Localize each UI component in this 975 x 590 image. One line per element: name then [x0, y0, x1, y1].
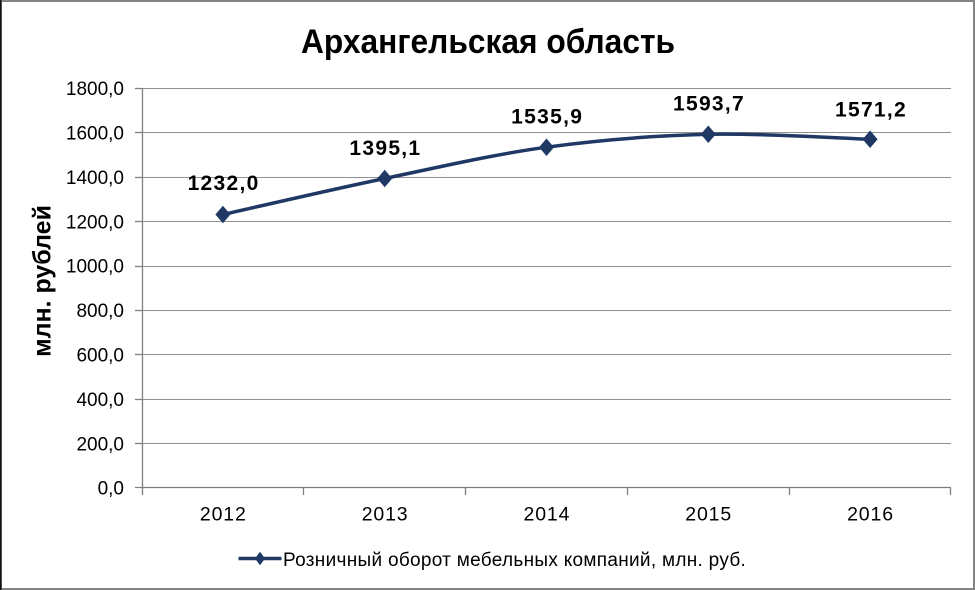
svg-text:2013: 2013 — [362, 503, 409, 525]
svg-text:1395,1: 1395,1 — [349, 137, 421, 160]
svg-text:1600,0: 1600,0 — [66, 124, 124, 145]
svg-text:млн. рублей: млн. рублей — [29, 205, 57, 357]
svg-text:0,0: 0,0 — [98, 479, 124, 500]
svg-text:1400,0: 1400,0 — [66, 168, 124, 189]
svg-text:1232,0: 1232,0 — [188, 172, 260, 195]
svg-text:1800,0: 1800,0 — [66, 79, 124, 100]
svg-text:1535,9: 1535,9 — [511, 106, 583, 129]
svg-text:800,0: 800,0 — [76, 301, 124, 322]
svg-text:600,0: 600,0 — [76, 346, 124, 367]
svg-text:2016: 2016 — [847, 503, 894, 525]
svg-text:2015: 2015 — [685, 503, 732, 525]
svg-text:Розничный оборот мебельных ком: Розничный оборот мебельных компаний, млн… — [283, 550, 746, 571]
svg-text:Архангельская область: Архангельская область — [301, 23, 675, 61]
svg-text:1571,2: 1571,2 — [835, 98, 907, 121]
svg-text:2014: 2014 — [524, 503, 571, 525]
svg-text:1593,7: 1593,7 — [673, 93, 745, 116]
svg-text:2012: 2012 — [200, 503, 247, 525]
svg-text:1000,0: 1000,0 — [66, 257, 124, 278]
svg-text:1200,0: 1200,0 — [66, 212, 124, 233]
svg-text:200,0: 200,0 — [76, 434, 124, 455]
svg-text:400,0: 400,0 — [76, 390, 124, 411]
